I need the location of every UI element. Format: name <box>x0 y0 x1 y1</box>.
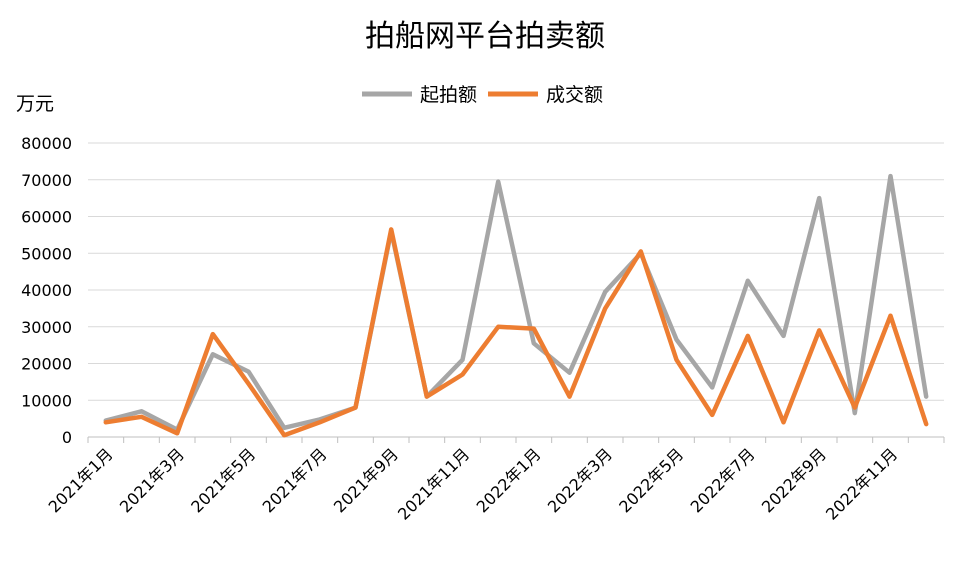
y-tick-label: 40000 <box>21 281 72 300</box>
y-tick-label: 70000 <box>21 171 72 190</box>
x-axis <box>87 436 945 443</box>
x-tick-label: 2022年7月 <box>687 444 759 516</box>
x-tick-label: 2022年5月 <box>615 444 687 516</box>
x-axis-ticks: 2021年1月 2021年3月 2021年5月 2021年7月 2021年9月2021年… <box>45 444 902 523</box>
legend-label-deal-amount: 成交额 <box>546 84 603 106</box>
x-tick-label: 2021年9月 <box>330 444 402 516</box>
x-tick-label: 2022年11月 <box>822 444 901 523</box>
y-tick-label: 50000 <box>21 244 72 263</box>
y-axis-ticks: 0 10000 20000 30000 40000 50000 60000 70000 8000… <box>21 134 72 447</box>
x-tick-label: 2022年3月 <box>544 444 616 516</box>
x-tick-label: 2021年1月 <box>45 444 117 516</box>
y-tick-label: 30000 <box>21 318 72 337</box>
x-tick-label: 2021年3月 <box>116 444 188 516</box>
x-tick-label: 2021年7月 <box>259 444 331 516</box>
y-tick-label: 0 <box>62 428 72 447</box>
legend: 起拍额 成交额 <box>362 84 603 106</box>
series-lines <box>103 173 929 438</box>
y-tick-label: 60000 <box>21 208 72 227</box>
y-tick-label: 20000 <box>21 355 72 374</box>
y-tick-label: 10000 <box>21 391 72 410</box>
x-tick-label: 2022年1月 <box>473 444 545 516</box>
chart-title: 拍船网平台拍卖额 <box>365 19 605 54</box>
series-line-start-price <box>103 173 929 432</box>
y-axis-unit-label: 万元 <box>16 93 54 115</box>
legend-label-start-price: 起拍额 <box>420 84 477 106</box>
series-line-deal-amount <box>103 227 929 438</box>
x-tick-label: 2021年11月 <box>394 444 473 523</box>
y-tick-label: 80000 <box>21 134 72 153</box>
x-tick-label: 2022年9月 <box>758 444 830 516</box>
x-tick-label: 2021年5月 <box>187 444 259 516</box>
